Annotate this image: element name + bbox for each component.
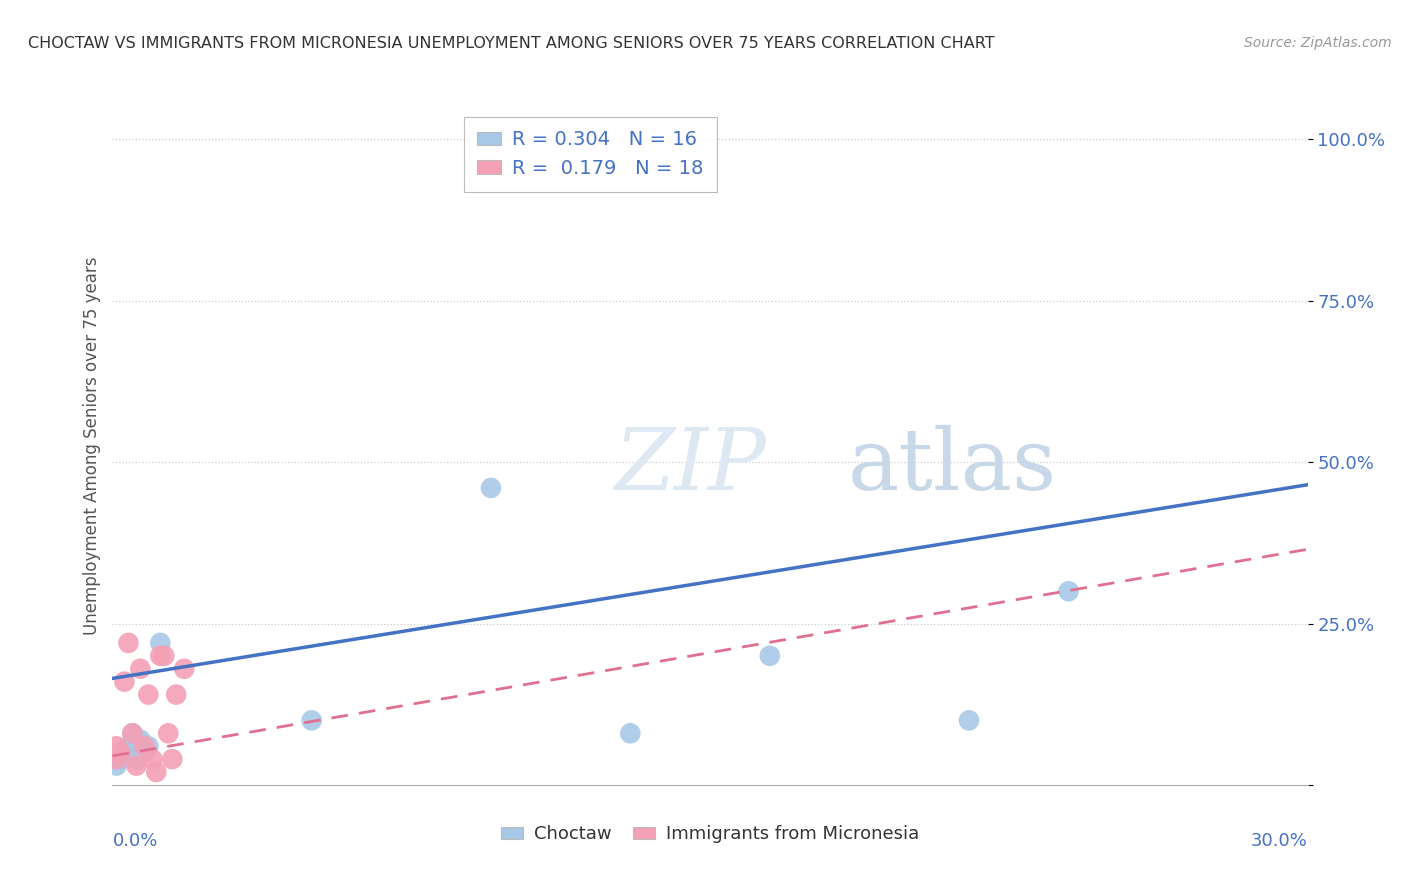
Text: 0.0%: 0.0%	[112, 832, 157, 850]
Text: atlas: atlas	[848, 425, 1056, 508]
Point	[129, 662, 152, 676]
Point	[110, 746, 132, 760]
Point	[105, 752, 128, 766]
Point	[125, 758, 148, 772]
Point	[105, 739, 128, 754]
Point	[759, 648, 782, 663]
Point	[138, 688, 160, 702]
Point	[114, 746, 135, 760]
Text: Source: ZipAtlas.com: Source: ZipAtlas.com	[1244, 36, 1392, 50]
Point	[134, 746, 156, 760]
Point	[134, 739, 156, 754]
Point	[173, 662, 195, 676]
Point	[162, 752, 183, 766]
Text: ZIP: ZIP	[614, 425, 766, 508]
Point	[121, 726, 143, 740]
Point	[121, 726, 143, 740]
Point	[957, 714, 980, 728]
Point	[165, 688, 187, 702]
Text: CHOCTAW VS IMMIGRANTS FROM MICRONESIA UNEMPLOYMENT AMONG SENIORS OVER 75 YEARS C: CHOCTAW VS IMMIGRANTS FROM MICRONESIA UN…	[28, 36, 995, 51]
Point	[138, 739, 160, 754]
Text: 30.0%: 30.0%	[1251, 832, 1308, 850]
Point	[149, 648, 172, 663]
Point	[110, 752, 132, 766]
Point	[479, 481, 502, 495]
Point	[153, 648, 176, 663]
Point	[619, 726, 641, 740]
Point	[1057, 584, 1080, 599]
Point	[114, 674, 135, 689]
Point	[145, 765, 167, 780]
Point	[157, 726, 180, 740]
Point	[125, 752, 148, 766]
Legend: Choctaw, Immigrants from Micronesia: Choctaw, Immigrants from Micronesia	[494, 818, 927, 850]
Y-axis label: Unemployment Among Seniors over 75 years: Unemployment Among Seniors over 75 years	[83, 257, 101, 635]
Point	[129, 732, 152, 747]
Point	[149, 636, 172, 650]
Point	[141, 752, 163, 766]
Point	[301, 714, 323, 728]
Point	[117, 739, 139, 754]
Point	[117, 636, 139, 650]
Point	[105, 758, 128, 772]
